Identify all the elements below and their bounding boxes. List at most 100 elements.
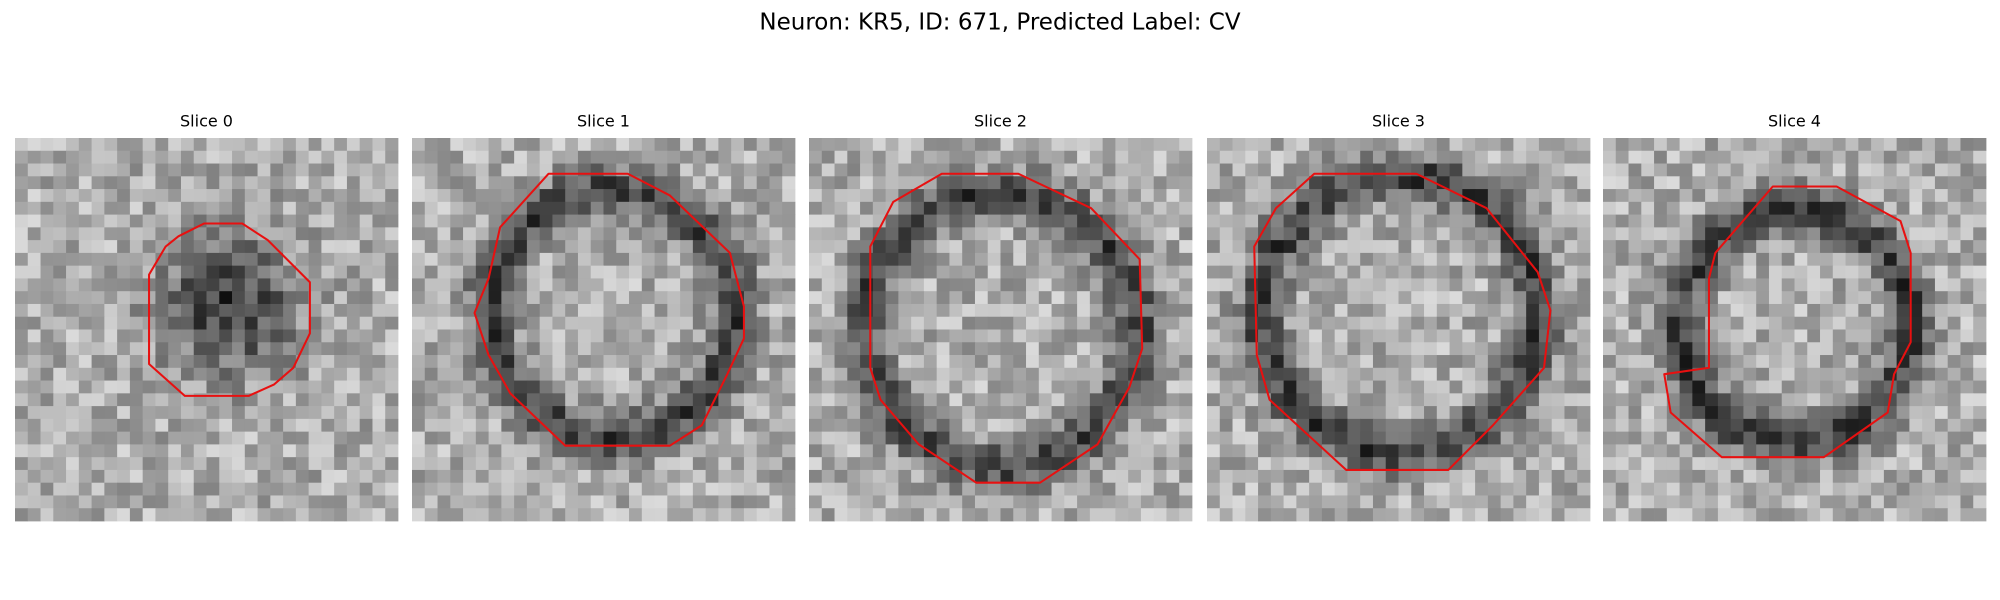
pixel: [1128, 418, 1142, 433]
pixel: [629, 138, 643, 152]
pixel: [539, 278, 553, 292]
pixel: [424, 469, 438, 484]
pixel: [1768, 457, 1783, 471]
pixel: [705, 367, 719, 381]
pixel: [769, 393, 783, 407]
pixel: [1628, 482, 1642, 496]
pixel: [1038, 482, 1052, 496]
pixel: [718, 393, 732, 407]
pixel: [104, 163, 118, 177]
pixel: [1153, 227, 1167, 241]
pixel: [616, 176, 630, 190]
pixel: [180, 214, 195, 228]
pixel: [488, 214, 502, 228]
pixel: [1538, 189, 1553, 203]
pixel: [1730, 355, 1744, 369]
pixel: [488, 495, 502, 509]
pixel: [1219, 418, 1233, 433]
pixel: [1115, 214, 1129, 228]
pixel: [1781, 418, 1795, 433]
pixel: [53, 495, 67, 509]
pixel: [488, 163, 502, 177]
pixel: [1896, 482, 1910, 496]
pixel: [1705, 240, 1719, 254]
pixel: [219, 291, 233, 305]
pixel: [1283, 303, 1297, 318]
pixel: [987, 214, 1001, 228]
pixel: [232, 227, 246, 241]
pixel: [1768, 252, 1783, 267]
pixel: [155, 201, 169, 215]
pixel: [1013, 367, 1027, 381]
pixel: [898, 316, 912, 330]
pixel: [629, 342, 643, 356]
pixel: [1179, 163, 1193, 177]
pixel: [654, 431, 668, 445]
pixel: [1051, 367, 1065, 381]
pixel: [501, 163, 515, 177]
pixel: [1513, 316, 1527, 330]
pixel: [1845, 367, 1859, 381]
pixel: [1641, 355, 1655, 369]
pixel: [565, 329, 579, 343]
pixel: [1654, 163, 1668, 177]
pixel: [1475, 508, 1489, 522]
pixel: [283, 163, 297, 177]
pixel: [590, 508, 604, 522]
pixel: [1026, 150, 1040, 164]
pixel: [257, 265, 271, 279]
pixel: [1487, 380, 1502, 394]
pixel: [1026, 329, 1040, 343]
pixel: [1513, 342, 1527, 356]
pixel: [193, 303, 207, 318]
pixel: [1807, 201, 1821, 215]
pixel: [257, 214, 271, 228]
pixel: [385, 495, 399, 509]
pixel: [1692, 189, 1706, 203]
pixel: [1781, 380, 1795, 394]
pixel: [15, 406, 29, 420]
pixel: [1551, 406, 1565, 420]
pixel: [501, 201, 515, 215]
pixel: [1947, 355, 1961, 369]
pixel: [718, 291, 732, 305]
pixel: [1462, 482, 1476, 496]
pixel: [1000, 240, 1014, 254]
pixel: [1730, 291, 1744, 305]
pixel: [629, 265, 643, 279]
pixel: [1934, 316, 1949, 330]
pixel: [1947, 176, 1961, 190]
pixel: [654, 495, 668, 509]
pixel: [295, 240, 310, 254]
pixel: [1717, 240, 1732, 254]
pixel: [1283, 176, 1297, 190]
pixel: [1102, 508, 1116, 522]
pixel: [577, 367, 592, 381]
pixel: [1705, 329, 1719, 343]
pixel: [232, 355, 246, 369]
pixel: [1270, 444, 1284, 458]
pixel: [1398, 329, 1412, 343]
pixel: [450, 418, 464, 433]
pixel: [1603, 138, 1617, 152]
pixel: [936, 138, 950, 152]
pixel: [1666, 252, 1680, 267]
pixel: [1628, 138, 1642, 152]
pixel: [809, 418, 823, 433]
pixel: [1603, 189, 1617, 203]
pixel: [821, 240, 835, 254]
pixel: [193, 138, 207, 152]
pixel: [1436, 457, 1450, 471]
pixel: [1781, 163, 1795, 177]
pixel: [1245, 163, 1259, 177]
pixel: [1089, 163, 1104, 177]
pixel: [1756, 150, 1770, 164]
pixel: [590, 495, 604, 509]
pixel: [1500, 214, 1514, 228]
pixel: [1487, 508, 1502, 522]
pixel: [129, 252, 144, 267]
pixel: [53, 201, 67, 215]
pixel: [1077, 214, 1091, 228]
pixel: [565, 418, 579, 433]
pixel: [962, 227, 976, 241]
